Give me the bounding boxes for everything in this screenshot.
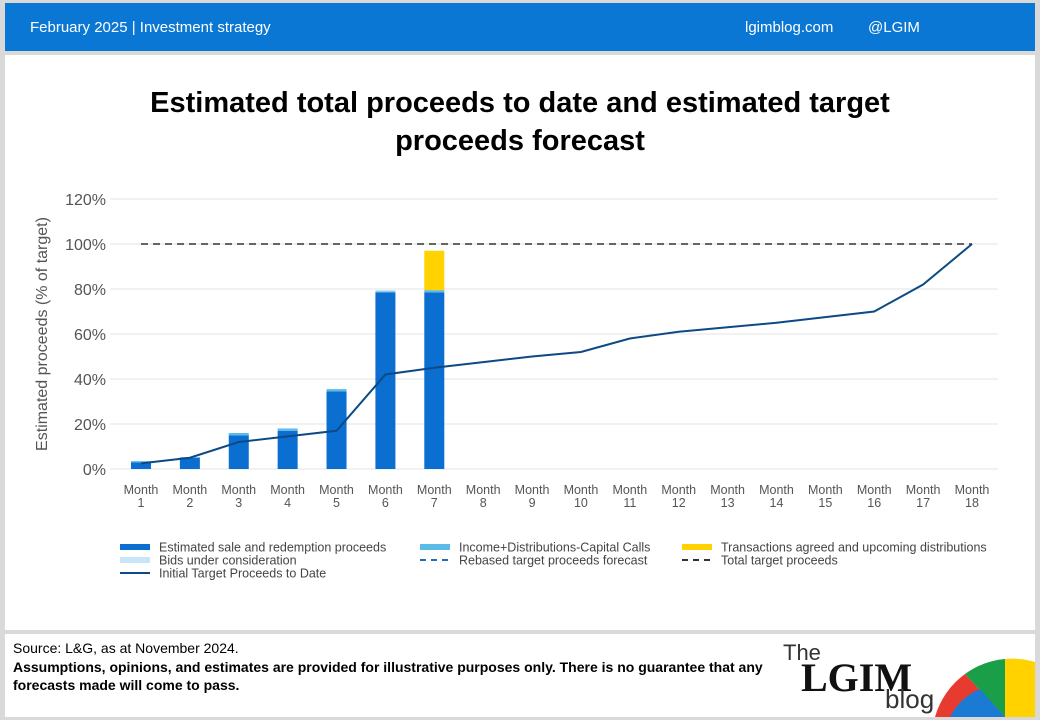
y-tick-label: 80% <box>74 282 106 299</box>
legend-label: Transactions agreed and upcoming distrib… <box>721 541 987 555</box>
legend-swatch <box>120 557 150 563</box>
header-bar: February 2025 | Investment strategy lgim… <box>5 3 1035 51</box>
x-tick-label: Month 18 <box>954 483 990 510</box>
x-tick-label: Month 8 <box>465 483 501 510</box>
legend-label: Income+Distributions-Capital Calls <box>459 541 650 555</box>
x-tick-label: Month 17 <box>905 483 941 510</box>
x-tick-label: Month 5 <box>319 483 354 510</box>
x-tick-label: Month 3 <box>221 483 257 510</box>
bar <box>277 430 298 469</box>
logo-the: The <box>783 640 821 665</box>
disclaimer: Assumptions, opinions, and estimates are… <box>13 659 763 693</box>
x-tick-label: Month 15 <box>807 483 843 510</box>
bar <box>375 292 396 469</box>
x-tick-label: Month 10 <box>563 483 599 510</box>
umbrella-blue <box>950 689 1005 717</box>
legend-label: Estimated sale and redemption proceeds <box>159 541 386 555</box>
handle-link[interactable]: @LGIM <box>868 19 920 36</box>
x-tick-label: Month 11 <box>612 483 648 510</box>
bar <box>424 250 445 291</box>
x-tick-label: Month 1 <box>123 483 159 510</box>
y-tick-label: 40% <box>74 372 106 389</box>
x-tick-label: Month 6 <box>368 483 403 510</box>
line <box>140 243 973 465</box>
x-tick-label: Month 16 <box>856 483 892 510</box>
x-tick-label: Month 12 <box>661 483 697 510</box>
umbrella-yellow <box>1005 658 1035 717</box>
footer: Source: L&G, as at November 2024. Assump… <box>5 634 1035 717</box>
bar <box>375 291 396 293</box>
y-tick-label: 20% <box>74 417 106 434</box>
legend-label: Total target proceeds <box>721 554 838 568</box>
legend-label: Bids under consideration <box>159 554 297 568</box>
legend-swatch <box>682 544 712 550</box>
logo-umbrella <box>935 658 1035 717</box>
x-tick-label: Month 4 <box>270 483 306 510</box>
x-tick-label: Month 2 <box>172 483 208 510</box>
legend-swatch <box>120 544 150 550</box>
x-tick-label: Month 7 <box>416 483 452 510</box>
x-tick-label: Month 13 <box>710 483 745 510</box>
chart: Estimated proceeds (% of target) 0% 20% 40… <box>34 192 998 581</box>
bar <box>424 290 445 293</box>
legend-label: Initial Target Proceeds to Date <box>159 567 326 581</box>
y-axis-label: Estimated proceeds (% of target) <box>34 217 51 451</box>
bar <box>228 433 249 436</box>
umbrella-green <box>965 659 1005 717</box>
chart-title: Estimated total proceeds to date and est… <box>150 87 890 157</box>
bar <box>277 428 298 431</box>
site-link[interactable]: lgimblog.com <box>745 19 834 36</box>
legend-label: Rebased target proceeds forecast <box>459 554 648 568</box>
logo-main: LGIM <box>801 655 913 700</box>
y-tick-label: 100% <box>65 237 106 254</box>
bar <box>326 389 347 392</box>
bar <box>375 290 396 292</box>
bar <box>131 462 151 469</box>
legend-swatch <box>420 544 450 550</box>
chart-panel <box>5 55 1035 630</box>
bar <box>179 457 200 469</box>
y-tick-label: 60% <box>74 327 106 344</box>
bar <box>131 461 151 463</box>
header-left: February 2025 | Investment strategy <box>30 19 271 36</box>
bar <box>424 292 445 469</box>
x-tick-label: Month 14 <box>759 483 794 510</box>
logo-blog: blog <box>885 684 935 714</box>
y-tick-label: 0% <box>83 462 106 479</box>
y-tick-label: 120% <box>65 192 106 209</box>
x-tick-label: Month 9 <box>514 483 550 510</box>
source: Source: L&G, as at November 2024. <box>13 640 239 656</box>
